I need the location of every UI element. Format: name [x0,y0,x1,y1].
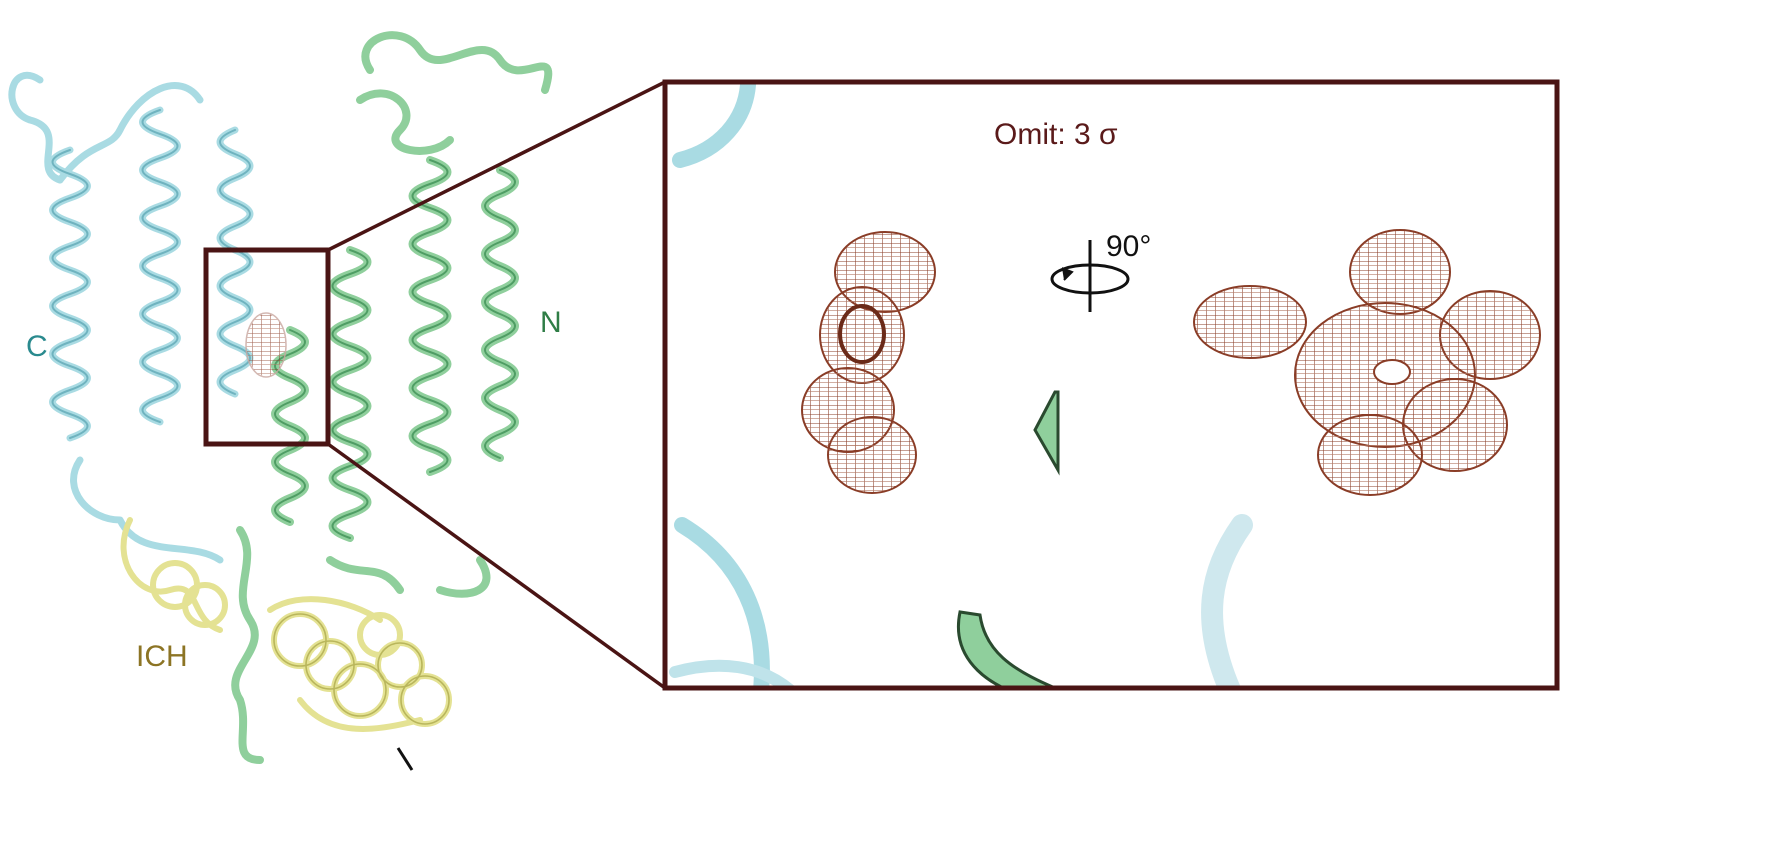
rotation-icon [1050,240,1130,312]
inset-ribbon-green-bottom [957,610,1055,686]
electron-density-mesh-face [1193,229,1541,496]
ich-label: ICH [136,640,188,673]
zoom-selection-box [203,247,331,447]
inset-ribbon-cyan-bottom-left [669,659,795,686]
c-terminus-label: C [26,330,48,363]
electron-density-mesh-side [801,231,936,494]
connector-top [327,80,666,252]
connector-bottom [326,442,667,690]
inset-ribbon-cyan-right [1201,514,1253,686]
rotation-label: 90° [1106,230,1152,263]
ribbon-c-domain-shade [51,109,251,439]
ribbon-yellow-domain-shade [273,613,450,725]
ligand-density-small [245,312,287,378]
ribbon-c-domain [8,71,254,564]
inset-ribbon-cyan-top [672,83,756,168]
bottom-mark [396,747,414,771]
omit-map-label: Omit: 3 σ [994,118,1118,151]
n-terminus-label: N [540,306,562,339]
inset-content [667,83,1553,686]
inset-frame [662,79,1560,691]
inset-ribbon-green-mid [1033,390,1060,476]
